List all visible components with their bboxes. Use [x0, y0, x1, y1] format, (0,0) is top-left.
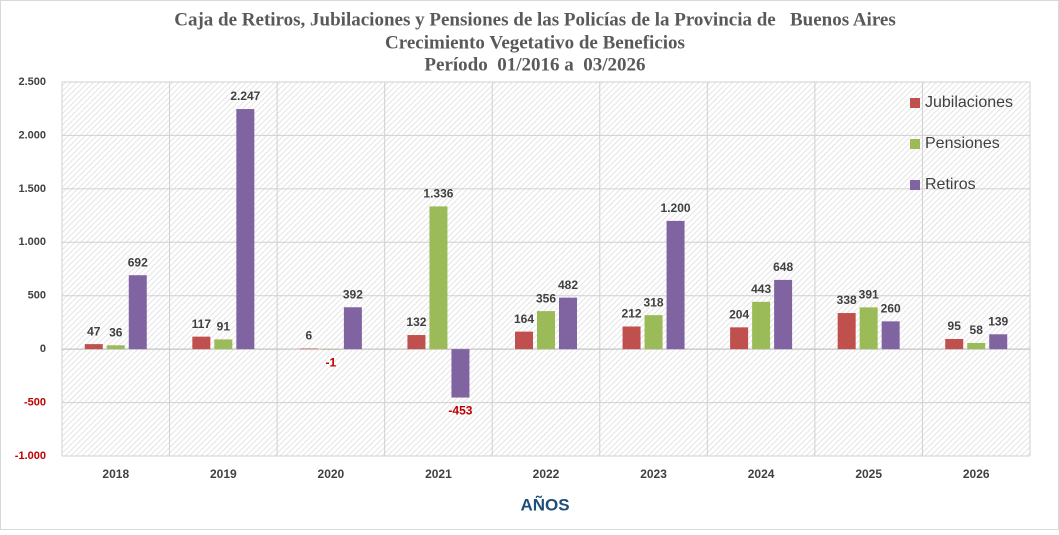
- legend-label: Jubilaciones: [925, 94, 1013, 111]
- legend-swatch: [910, 139, 920, 149]
- bar: [967, 342, 986, 350]
- bar: [644, 315, 663, 350]
- bar: [730, 327, 749, 350]
- chart-period: Período 01/2016 a 03/2026: [424, 54, 645, 75]
- data-label: 648: [773, 260, 793, 274]
- data-label: -1: [326, 355, 337, 369]
- y-tick-label: -1.000: [15, 450, 46, 462]
- data-label: 139: [988, 314, 1008, 328]
- bar: [989, 334, 1008, 350]
- data-label: 36: [109, 325, 123, 339]
- bar: [774, 279, 793, 350]
- data-label: 91: [217, 320, 231, 334]
- data-label: 391: [859, 288, 879, 302]
- bar: [837, 313, 856, 350]
- y-tick-label: 500: [28, 290, 46, 302]
- bar: [451, 349, 470, 398]
- data-label: 443: [751, 282, 771, 296]
- data-label: 260: [881, 302, 901, 316]
- x-tick-label: 2024: [748, 467, 775, 481]
- x-tick-label: 2018: [102, 467, 129, 481]
- bar: [881, 321, 900, 350]
- bar: [559, 297, 577, 350]
- data-label: 356: [536, 291, 556, 305]
- bar: [515, 331, 533, 350]
- legend-swatch: [910, 180, 920, 190]
- data-label: 212: [622, 307, 642, 321]
- bar: [84, 344, 103, 350]
- x-tick-label: 2019: [210, 467, 237, 481]
- bar: [429, 206, 448, 350]
- bar: [752, 301, 771, 350]
- y-tick-label: -500: [24, 396, 46, 408]
- bar: [343, 307, 362, 350]
- legend-label: Pensiones: [925, 135, 1000, 152]
- chart-title: Caja de Retiros, Jubilaciones y Pensione…: [174, 9, 896, 30]
- data-label: 117: [192, 317, 212, 331]
- data-label: 392: [343, 287, 363, 301]
- bar: [321, 349, 340, 350]
- y-tick-label: 1.000: [18, 236, 46, 248]
- chart-subtitle: Crecimiento Vegetativo de Beneficios: [385, 32, 685, 53]
- bar: [622, 326, 641, 350]
- x-tick-label: 2020: [318, 467, 345, 481]
- bar: [192, 336, 211, 350]
- bar: [128, 275, 147, 350]
- bar: [537, 311, 555, 350]
- data-label: 1.336: [423, 187, 453, 201]
- data-label: 2.247: [230, 89, 260, 103]
- data-label: 318: [644, 295, 664, 309]
- data-label: 204: [729, 308, 749, 322]
- bar: [859, 307, 878, 350]
- legend-label: Retiros: [925, 176, 976, 193]
- data-label: 1.200: [661, 201, 691, 215]
- x-tick-label: 2021: [425, 467, 452, 481]
- data-label: 58: [970, 323, 984, 337]
- bar: [214, 339, 233, 350]
- x-tick-label: 2023: [640, 467, 667, 481]
- plot-area: [62, 82, 1030, 456]
- bar: [407, 335, 426, 350]
- data-label: 132: [406, 315, 426, 329]
- data-label: 164: [514, 312, 534, 326]
- bar: [945, 338, 964, 350]
- bar: [236, 109, 255, 350]
- x-tick-label: 2025: [855, 467, 882, 481]
- y-tick-label: 2.500: [18, 76, 46, 88]
- y-tick-label: 2.000: [18, 129, 46, 141]
- bar: [106, 345, 125, 350]
- y-tick-label: 0: [40, 343, 46, 355]
- data-label: 482: [558, 278, 578, 292]
- data-label: 692: [128, 255, 148, 269]
- x-tick-label: 2026: [963, 467, 990, 481]
- data-label: 47: [87, 324, 101, 338]
- data-label: 6: [306, 329, 313, 343]
- x-axis-title: AÑOS: [520, 494, 569, 514]
- data-label: 95: [948, 319, 962, 333]
- x-tick-label: 2022: [533, 467, 560, 481]
- data-label: -453: [448, 404, 472, 418]
- data-label: 338: [837, 293, 857, 307]
- bar: [666, 220, 685, 350]
- legend-swatch: [910, 98, 920, 108]
- bar: [299, 348, 318, 350]
- y-tick-label: 1.500: [18, 183, 46, 195]
